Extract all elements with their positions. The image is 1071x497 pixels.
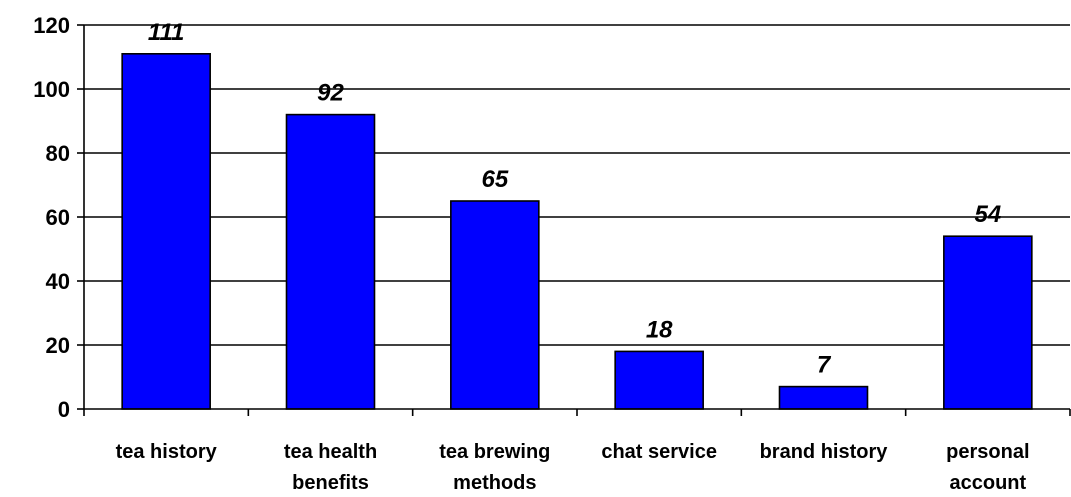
bar-0 bbox=[121, 52, 211, 410]
x-tick-label-line: benefits bbox=[292, 472, 369, 494]
y-tick-label: 40 bbox=[46, 269, 70, 294]
x-tick-label: tea history bbox=[116, 441, 218, 463]
x-tick-label: tea health benefits bbox=[284, 441, 377, 494]
x-tick-labels: tea history tea health benefits tea brewing… bbox=[116, 441, 1030, 494]
y-tick-labels: 0 20 40 60 80 100 120 bbox=[33, 13, 70, 422]
x-tick-label-line: personal bbox=[946, 441, 1029, 463]
bar-5 bbox=[943, 235, 1033, 410]
bar-3 bbox=[614, 350, 704, 410]
y-tick-label: 100 bbox=[33, 77, 70, 102]
y-tick-label: 0 bbox=[58, 397, 70, 422]
x-tick-label: personal account bbox=[946, 441, 1029, 494]
data-label: 7 bbox=[817, 352, 832, 379]
x-tick-label: brand history bbox=[760, 441, 889, 463]
y-tick-label: 20 bbox=[46, 333, 70, 358]
gridlines bbox=[84, 24, 1070, 346]
x-tick-label-line: tea brewing bbox=[439, 441, 550, 463]
bar-2 bbox=[450, 200, 540, 410]
x-tick-label-line: account bbox=[949, 472, 1026, 494]
x-tick-label: chat service bbox=[601, 441, 717, 463]
data-label: 54 bbox=[974, 201, 1001, 228]
data-label: 18 bbox=[646, 316, 673, 343]
data-label: 92 bbox=[317, 80, 344, 107]
bar-4 bbox=[778, 385, 869, 410]
data-label: 111 bbox=[148, 19, 184, 46]
x-tick-label-line: brand history bbox=[760, 441, 889, 463]
y-tick-label: 60 bbox=[46, 205, 70, 230]
data-label: 65 bbox=[481, 166, 508, 193]
x-tick-label-line: methods bbox=[453, 472, 536, 494]
axes bbox=[77, 24, 1071, 416]
x-tick-label-line: tea history bbox=[116, 441, 218, 463]
x-tick-label-line: tea health bbox=[284, 441, 377, 463]
bars bbox=[121, 52, 1033, 410]
y-tick-label: 80 bbox=[46, 141, 70, 166]
data-labels: 111 92 65 18 7 54 bbox=[148, 19, 1001, 379]
bar-1 bbox=[285, 113, 376, 410]
x-tick-label: tea brewing methods bbox=[439, 441, 550, 494]
x-tick-label-line: chat service bbox=[601, 441, 717, 463]
y-tick-label: 120 bbox=[33, 13, 70, 38]
